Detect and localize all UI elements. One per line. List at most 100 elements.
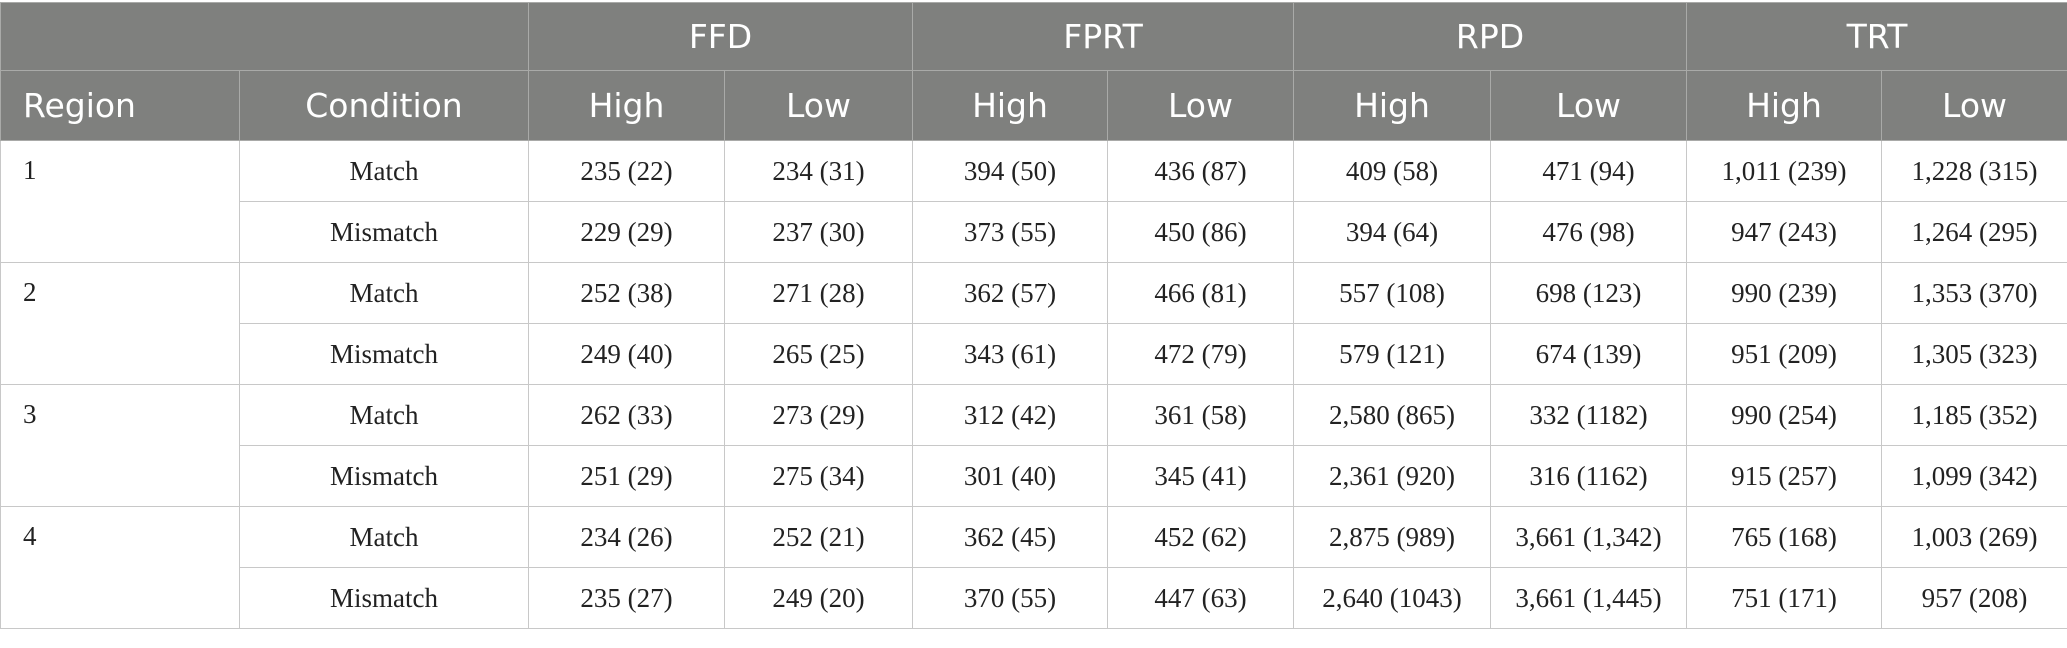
value-cell: 476 (98) (1490, 201, 1688, 263)
table-row: Mismatch 235 (27) 249 (20) 370 (55) 447 … (1, 567, 2067, 629)
value-cell: 471 (94) (1490, 140, 1688, 202)
value-cell: 951 (209) (1686, 323, 1883, 385)
table-row: Mismatch 251 (29) 275 (34) 301 (40) 345 … (1, 445, 2067, 507)
header-region: Region (0, 70, 240, 141)
condition-cell: Match (239, 140, 529, 202)
table-row: 2 Match 252 (38) 271 (28) 362 (57) 466 (… (0, 262, 2067, 385)
value-cell: 450 (86) (1106, 201, 1295, 263)
condition-cell: Mismatch (239, 323, 529, 385)
value-cell: 249 (40) (528, 323, 725, 385)
value-cell: 452 (62) (1106, 506, 1295, 568)
value-cell: 990 (239) (1686, 262, 1883, 324)
region-cell: 4 (0, 506, 240, 629)
header-trt-high: High (1686, 70, 1883, 141)
value-cell: 394 (50) (912, 140, 1108, 202)
value-cell: 252 (38) (528, 262, 725, 324)
condition-cell: Mismatch (239, 201, 529, 263)
value-cell: 2,580 (865) (1293, 384, 1492, 446)
value-cell: 271 (28) (724, 262, 913, 324)
value-cell: 466 (81) (1106, 262, 1295, 324)
value-cell: 343 (61) (912, 323, 1108, 385)
header-rpd-high: High (1293, 70, 1492, 141)
condition-cell: Match (239, 262, 529, 324)
value-cell: 312 (42) (912, 384, 1108, 446)
value-cell: 1,353 (370) (1881, 262, 2067, 324)
value-cell: 235 (27) (528, 567, 725, 629)
value-cell: 237 (30) (724, 201, 913, 263)
header-condition: Condition (239, 70, 529, 141)
value-cell: 273 (29) (724, 384, 913, 446)
value-cell: 275 (34) (724, 445, 913, 507)
value-cell: 229 (29) (528, 201, 725, 263)
value-cell: 447 (63) (1106, 567, 1295, 629)
header-trt-low: Low (1881, 70, 2067, 141)
value-cell: 472 (79) (1106, 323, 1295, 385)
value-cell: 332 (1182) (1490, 384, 1688, 446)
header-ffd-low: Low (724, 70, 913, 141)
value-cell: 1,228 (315) (1881, 140, 2067, 202)
value-cell: 251 (29) (528, 445, 725, 507)
value-cell: 362 (57) (912, 262, 1108, 324)
header-fprt-high: High (912, 70, 1108, 141)
sub-header-row: Region Condition High Low High Low High … (0, 70, 2067, 141)
value-cell: 1,003 (269) (1881, 506, 2067, 568)
value-cell: 234 (31) (724, 140, 913, 202)
table-row: 1 Match 235 (22) 234 (31) 394 (50) 436 (… (0, 140, 2067, 263)
value-cell: 409 (58) (1293, 140, 1492, 202)
region-cell: 3 (0, 384, 240, 507)
header-ffd-high: High (528, 70, 725, 141)
table-row: 4 Match 234 (26) 252 (21) 362 (45) 452 (… (0, 506, 2067, 629)
condition-cell: Match (239, 384, 529, 446)
table-row: Mismatch 229 (29) 237 (30) 373 (55) 450 … (1, 201, 2067, 263)
value-cell: 235 (22) (528, 140, 725, 202)
value-cell: 370 (55) (912, 567, 1108, 629)
value-cell: 234 (26) (528, 506, 725, 568)
value-cell: 1,305 (323) (1881, 323, 2067, 385)
value-cell: 947 (243) (1686, 201, 1883, 263)
value-cell: 436 (87) (1106, 140, 1295, 202)
value-cell: 3,661 (1,342) (1490, 506, 1688, 568)
value-cell: 2,361 (920) (1293, 445, 1492, 507)
header-trt: TRT (1686, 2, 2067, 71)
value-cell: 373 (55) (912, 201, 1108, 263)
value-cell: 915 (257) (1686, 445, 1883, 507)
value-cell: 2,640 (1043) (1293, 567, 1492, 629)
value-cell: 252 (21) (724, 506, 913, 568)
condition-cell: Mismatch (239, 567, 529, 629)
value-cell: 557 (108) (1293, 262, 1492, 324)
header-rpd-low: Low (1490, 70, 1688, 141)
value-cell: 361 (58) (1106, 384, 1295, 446)
header-fprt-low: Low (1106, 70, 1295, 141)
header-fprt: FPRT (911, 2, 1295, 71)
value-cell: 1,011 (239) (1686, 140, 1883, 202)
value-cell: 990 (254) (1686, 384, 1883, 446)
region-cell: 1 (0, 140, 240, 263)
results-table: FFD FPRT RPD TRT Region Condition High L… (0, 2, 2067, 629)
value-cell: 1,264 (295) (1881, 201, 2067, 263)
value-cell: 249 (20) (724, 567, 913, 629)
value-cell: 1,099 (342) (1881, 445, 2067, 507)
value-cell: 345 (41) (1106, 445, 1295, 507)
condition-cell: Mismatch (239, 445, 529, 507)
value-cell: 1,185 (352) (1881, 384, 2067, 446)
value-cell: 362 (45) (912, 506, 1108, 568)
condition-cell: Match (239, 506, 529, 568)
value-cell: 674 (139) (1490, 323, 1688, 385)
value-cell: 698 (123) (1490, 262, 1688, 324)
value-cell: 265 (25) (724, 323, 913, 385)
value-cell: 957 (208) (1881, 567, 2067, 629)
value-cell: 2,875 (989) (1293, 506, 1492, 568)
value-cell: 316 (1162) (1490, 445, 1688, 507)
value-cell: 262 (33) (528, 384, 725, 446)
header-ffd: FFD (528, 2, 913, 71)
header-rpd: RPD (1293, 2, 1688, 71)
value-cell: 394 (64) (1293, 201, 1492, 263)
table-row: 3 Match 262 (33) 273 (29) 312 (42) 361 (… (0, 384, 2067, 507)
header-blank-cell (0, 2, 529, 71)
value-cell: 579 (121) (1293, 323, 1492, 385)
table-row: Mismatch 249 (40) 265 (25) 343 (61) 472 … (1, 323, 2067, 385)
region-cell: 2 (0, 262, 240, 385)
metric-header-row: FFD FPRT RPD TRT (0, 2, 2067, 71)
value-cell: 3,661 (1,445) (1490, 567, 1688, 629)
value-cell: 301 (40) (912, 445, 1108, 507)
